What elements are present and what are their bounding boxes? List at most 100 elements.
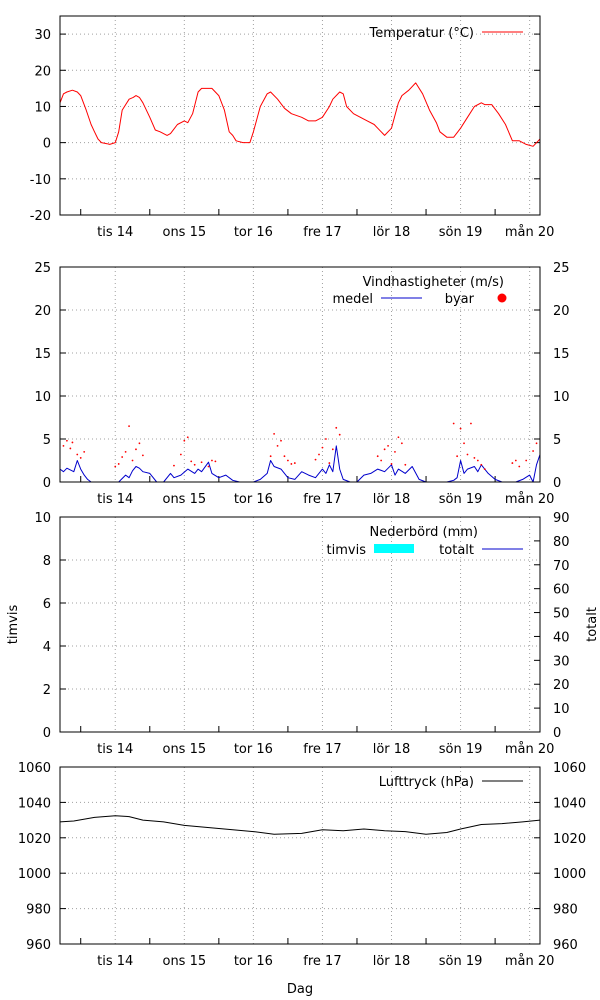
y-tick-label: 1020 [18, 832, 51, 847]
gust-point [179, 453, 182, 456]
y2-tick-label: 20 [553, 678, 570, 693]
y-tick-label: -20 [30, 209, 51, 224]
gust-point [121, 456, 124, 458]
y2-tick-label: 5 [553, 433, 561, 448]
y-tick-label: 30 [34, 28, 51, 43]
y-tick-label: 25 [34, 261, 51, 276]
plot-frame [59, 766, 541, 945]
gust-point [276, 444, 279, 447]
y-tick-label: 20 [34, 64, 51, 79]
y-tick-label: 4 [43, 640, 51, 655]
gust-point [459, 427, 462, 430]
x-tick-label: lör 18 [373, 492, 411, 507]
gust-point [518, 465, 521, 468]
gust-point [183, 439, 186, 442]
gust-point [200, 461, 203, 464]
x-axis-label: Dag [287, 982, 313, 997]
y-tick-label: 20 [34, 304, 51, 319]
x-tick-label: mån 20 [505, 225, 555, 240]
wind-panel: tis 14 ons 15 tor 16 fre 17 lör 18 sön 19 mån … [34, 261, 569, 507]
y2-tick-label: 90 [553, 511, 570, 526]
x-tick-label: ons 15 [162, 742, 206, 757]
legend-label-pressure: Lufttryck (hPa) [379, 775, 474, 790]
gust-point [476, 459, 479, 462]
y-axis-label: timvis [6, 605, 21, 645]
gust-point [328, 462, 331, 464]
x-tick-label: tor 16 [234, 954, 273, 969]
x-tick-label: tis 14 [97, 225, 133, 240]
gust-point [290, 463, 293, 465]
x-tick-label: mån 20 [505, 742, 555, 757]
y2-tick-label: 25 [553, 261, 570, 276]
x-tick-label: tis 14 [97, 742, 133, 757]
gust-point [480, 463, 483, 466]
y2-tick-label: 20 [553, 304, 570, 319]
y2-tick-label: 10 [553, 390, 570, 405]
y2-tick-label: 1060 [553, 761, 586, 776]
x-tick-label: tis 14 [97, 492, 133, 507]
gust-point [483, 468, 486, 470]
gust-point [190, 460, 193, 463]
series-Lufttryck--hPa--line [59, 815, 541, 835]
gust-point [141, 454, 144, 457]
gust-point [83, 451, 86, 453]
gust-point [131, 459, 134, 462]
x-tick-label: ons 15 [162, 492, 206, 507]
y-tick-label: 0 [43, 726, 51, 741]
x-tick-label: tis 14 [97, 954, 133, 969]
y2-tick-label: 980 [553, 903, 578, 918]
y2-tick-label: 1020 [553, 832, 586, 847]
gust-point [397, 436, 400, 439]
gust-point [525, 459, 528, 462]
x-tick-label: ons 15 [162, 225, 206, 240]
x-tick-label: lör 18 [373, 742, 411, 757]
y-tick-label: 960 [26, 938, 51, 953]
y2-tick-label: 50 [553, 607, 570, 622]
x-tick-label: mån 20 [505, 954, 555, 969]
gust-point [173, 464, 175, 467]
x-tick-label: ons 15 [162, 954, 206, 969]
gust-point [466, 453, 469, 456]
gust-point [380, 459, 383, 462]
gust-point [532, 450, 534, 452]
gust-point [79, 457, 82, 459]
y-tick-label: 8 [43, 554, 51, 569]
plot-frame [59, 516, 541, 733]
y2-tick-label: 60 [553, 583, 570, 598]
gust-point [331, 448, 334, 451]
gust-point [338, 433, 341, 436]
y-tick-label: 6 [43, 597, 51, 612]
gust-point [514, 459, 517, 462]
gust-point [394, 451, 396, 453]
gust-point [114, 465, 117, 468]
plot-frame [59, 266, 541, 483]
gust-point [470, 422, 472, 425]
y-tick-label: 10 [34, 390, 51, 405]
gust-point [293, 462, 296, 464]
x-tick-label: sön 19 [439, 954, 483, 969]
legend-swatch-byar [497, 293, 507, 303]
gust-point [124, 451, 127, 453]
y-tick-label: 5 [43, 433, 51, 448]
gust-point [318, 453, 320, 456]
y-tick-label: 0 [43, 476, 51, 491]
gust-point [404, 463, 407, 466]
y-tick-label: 2 [43, 683, 51, 698]
gust-point [62, 444, 65, 447]
x-tick-label: sön 19 [439, 225, 483, 240]
y2-tick-label: 0 [553, 476, 561, 491]
y-tick-label: 10 [34, 511, 51, 526]
gust-point [383, 448, 386, 451]
legend-label-byar: byar [445, 292, 475, 307]
legend-label-totalt: totalt [439, 543, 474, 558]
x-tick-label: lör 18 [373, 954, 411, 969]
gust-point [186, 436, 189, 439]
x-tick-label: mån 20 [505, 492, 555, 507]
y-tick-label: 980 [26, 903, 51, 918]
y2-tick-label: 0 [553, 726, 561, 741]
gust-point [76, 453, 79, 456]
y-tick-label: 1040 [18, 796, 51, 811]
x-tick-label: lör 18 [373, 225, 411, 240]
